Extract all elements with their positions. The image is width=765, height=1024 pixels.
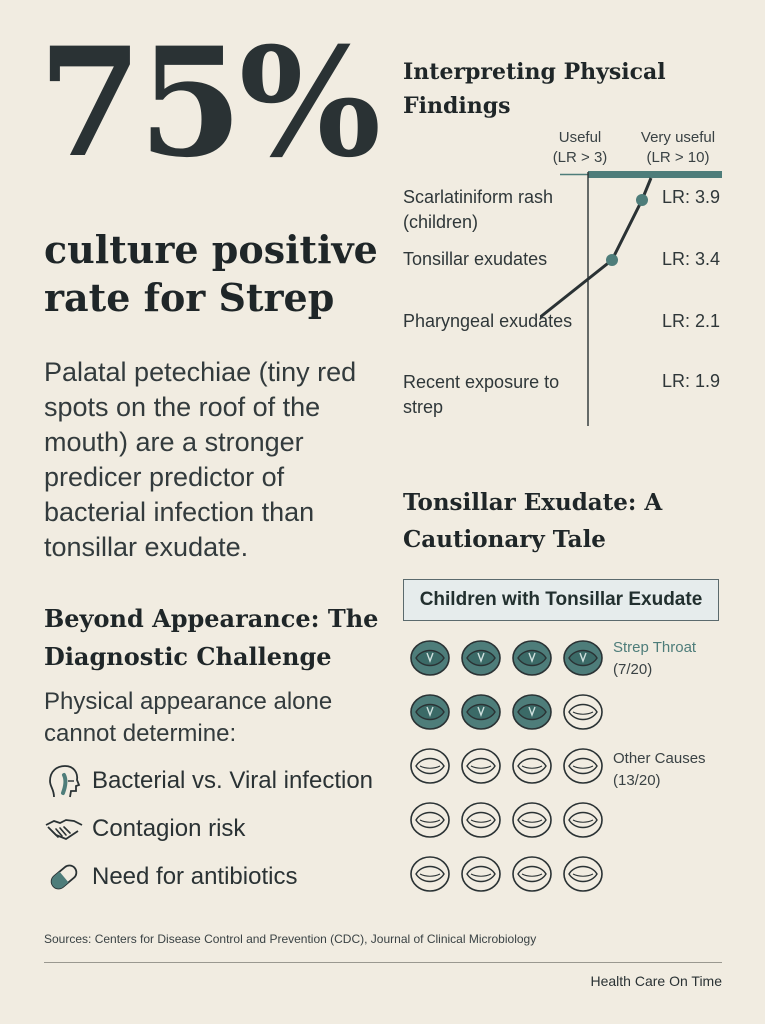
beyond-appearance-text: Physical appearance alone cannot determi…	[44, 688, 333, 747]
other-mouth-icon	[410, 802, 450, 838]
strep-legend-label: Strep Throat	[613, 639, 697, 656]
lr-scale-chart	[540, 171, 722, 426]
other-legend-label: Other Causes	[613, 750, 706, 767]
handshake-icon	[44, 811, 84, 847]
children-exudate-box: Children with Tonsillar Exudate	[403, 579, 719, 621]
factor-label: Need for antibiotics	[92, 863, 298, 890]
strep-legend-count: (7/20)	[613, 661, 653, 678]
lr-point	[636, 194, 648, 206]
other-mouth-icon	[563, 694, 603, 730]
strep-mouth-icon	[410, 694, 450, 730]
other-mouth-icon	[461, 748, 501, 784]
scale-very-useful-label: Very useful (LR > 10)	[640, 129, 716, 166]
stat-caption: culture positive rate for Strep	[44, 227, 378, 320]
other-legend: Other Causes (13/20)	[613, 748, 706, 792]
other-mouth-icon	[461, 856, 501, 892]
finding-label: Recent exposure to strep	[403, 372, 560, 417]
factor-label: Contagion risk	[92, 815, 246, 842]
other-mouth-icon	[563, 748, 603, 784]
finding-lr-value: LR: 2.1	[661, 311, 720, 331]
factor-antibiotics: Need for antibiotics	[44, 859, 297, 895]
strep-mouth-icon	[512, 640, 552, 676]
strep-mouth-icon	[461, 694, 501, 730]
other-mouth-icon	[461, 802, 501, 838]
strep-mouth-icon	[512, 694, 552, 730]
finding-lr-value: LR: 3.9	[661, 187, 720, 207]
strep-legend: Strep Throat (7/20)	[613, 637, 696, 681]
strep-mouth-icon	[461, 640, 501, 676]
other-mouth-icon	[512, 748, 552, 784]
footer-divider	[44, 962, 722, 963]
strep-mouth-icon	[563, 640, 603, 676]
other-mouth-icon	[563, 856, 603, 892]
other-mouth-icon	[410, 748, 450, 784]
big-stat-value: 75%	[38, 15, 381, 191]
other-mouth-icon	[563, 802, 603, 838]
other-legend-count: (13/20)	[613, 772, 661, 789]
stat-description: Palatal petechiae (tiny red spots on the…	[44, 357, 357, 562]
finding-label: Tonsillar exudates	[403, 249, 548, 269]
strep-mouth-icon	[410, 640, 450, 676]
factor-label: Bacterial vs. Viral infection	[92, 767, 374, 794]
scale-useful-label: Useful (LR > 3)	[552, 129, 608, 166]
cautionary-tale-heading: Tonsillar Exudate: A Cautionary Tale	[403, 489, 663, 553]
brand-name: Health Care On Time	[590, 973, 723, 989]
findings-heading: Interpreting Physical Findings	[403, 59, 666, 119]
sources-citation: Sources: Centers for Disease Control and…	[44, 932, 537, 946]
pill-icon	[44, 859, 84, 895]
beyond-appearance-heading: Beyond Appearance: The Diagnostic Challe…	[44, 604, 379, 671]
other-mouth-icon	[512, 856, 552, 892]
other-mouth-icon	[512, 802, 552, 838]
throat-profile-icon	[44, 763, 84, 799]
finding-lr-value: LR: 3.4	[661, 249, 720, 269]
factor-bacterial-viral: Bacterial vs. Viral infection	[44, 763, 373, 799]
finding-lr-value: LR: 1.9	[661, 371, 720, 391]
mouth-icon-grid	[410, 640, 603, 892]
other-mouth-icon	[410, 856, 450, 892]
finding-label: Scarlatiniform rash (children)	[403, 187, 554, 232]
finding-label: Pharyngeal exudates	[403, 311, 573, 331]
lr-point	[606, 254, 618, 266]
factor-contagion: Contagion risk	[44, 811, 245, 847]
